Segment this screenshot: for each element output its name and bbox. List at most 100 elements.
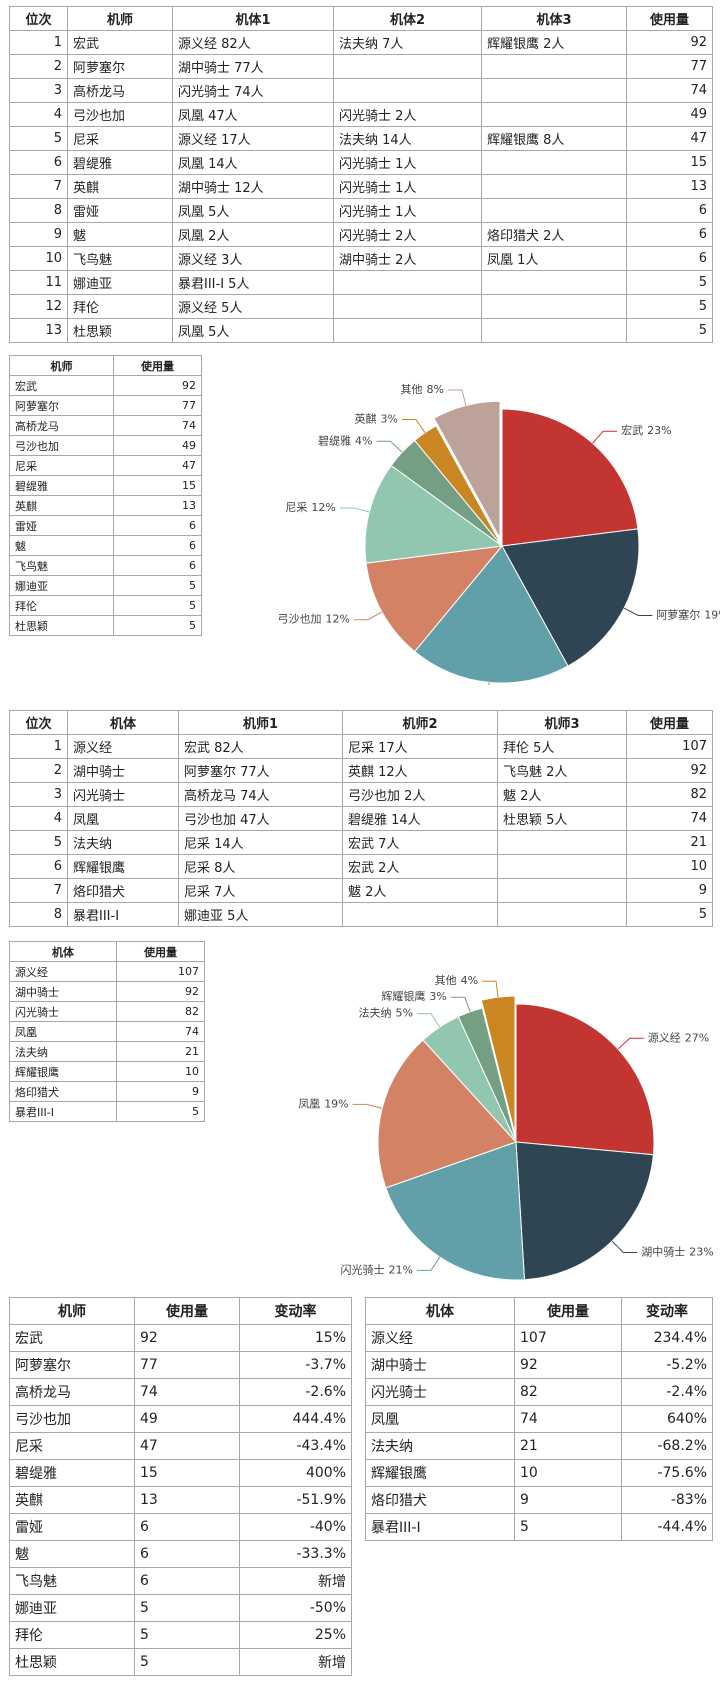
slice-value: 3%	[429, 990, 446, 1003]
table-cell: 辉耀银鹰 8人	[481, 126, 627, 151]
table-cell: 杜思颖	[67, 318, 173, 343]
table-cell: 1	[9, 734, 68, 759]
table-cell: 5	[134, 1621, 240, 1649]
table-cell: 暴君III-I	[9, 1101, 117, 1122]
table-row: 4 弓沙也加 凤凰 47人 闪光骑士 2人 49	[9, 102, 713, 127]
table-cell: 闪光骑士	[67, 782, 179, 807]
table-cell: -2.4%	[621, 1378, 713, 1406]
table-cell	[333, 318, 482, 343]
pie-slice	[501, 528, 640, 667]
table-row: 12 拜伦 源义经 5人 5	[9, 294, 713, 319]
table-cell: 暴君III-I	[365, 1513, 515, 1541]
table-cell: 法夫纳	[365, 1432, 515, 1460]
label-line	[339, 507, 370, 513]
table-cell: 9	[9, 222, 68, 247]
table-cell: 烙印猎犬 2人	[481, 222, 627, 247]
table-cell	[497, 830, 627, 855]
label-line	[353, 611, 383, 621]
table-cell: 烙印猎犬	[365, 1486, 515, 1514]
label-line	[592, 430, 618, 444]
table-cell: 暴君III-I	[67, 902, 179, 927]
slice-name: 宏武	[621, 423, 643, 437]
table-cell: 13	[626, 174, 713, 199]
label-line	[450, 996, 471, 1013]
table-cell: 闪光骑士 2人	[333, 102, 482, 127]
table-cell	[333, 54, 482, 79]
table-cell: 5	[626, 294, 713, 319]
table-row: 宏武 92 15%	[9, 1324, 352, 1352]
table-row: 杜思颖 5 新增	[9, 1648, 352, 1676]
table-cell: 49	[626, 102, 713, 127]
table-row: 8 雷娅 凤凰 5人 闪光骑士 1人 6	[9, 198, 713, 223]
table-cell: 雷娅	[9, 515, 114, 536]
slice-label: 闪光骑士 21%	[340, 1262, 412, 1276]
table-cell: 92	[514, 1351, 622, 1379]
table-cell: 湖中骑士 12人	[172, 174, 334, 199]
table-cell: 9	[116, 1081, 205, 1102]
table-row: 英麒 13	[9, 495, 202, 516]
table-cell: 飞鸟魅	[67, 246, 173, 271]
table-cell: 6	[134, 1540, 240, 1568]
table-cell: 弓沙也加	[67, 102, 173, 127]
slice-name: 闪光骑士	[340, 1262, 384, 1276]
table-cell: 13	[113, 495, 202, 516]
table-cell	[481, 270, 627, 295]
table-cell: 6	[134, 1513, 240, 1541]
table-cell: 源义经 17人	[172, 126, 334, 151]
table-cell: 107	[514, 1324, 622, 1352]
table-cell: 魃	[9, 535, 114, 556]
table-cell: 13	[9, 318, 68, 343]
slice-label: 宏武 23%	[621, 423, 671, 437]
label-line	[416, 1256, 441, 1271]
table-row: 碧缇雅 15 400%	[9, 1459, 352, 1487]
slice-name: 英麒	[355, 411, 377, 425]
table-row: 暴君III-I 5	[9, 1101, 205, 1122]
header-cell: 机体2	[333, 6, 482, 31]
table-cell: -50%	[239, 1594, 352, 1622]
table-cell: 4	[9, 102, 68, 127]
table-row: 高桥龙马 74	[9, 415, 202, 436]
table-cell: 飞鸟魅 2人	[497, 758, 627, 783]
table-cell: 凤凰	[9, 1021, 117, 1042]
table-cell	[342, 902, 498, 927]
table-cell: 高桥龙马	[67, 78, 173, 103]
pie-slice	[480, 995, 516, 1135]
table-row: 尼采 47	[9, 455, 202, 476]
slice-label: 阿萝塞尔 19%	[656, 607, 720, 621]
header-cell: 变动率	[239, 1297, 352, 1325]
slice-label: 碧缇雅 4%	[318, 433, 372, 447]
table-cell: 英麒	[9, 495, 114, 516]
table-cell: 新增	[239, 1567, 352, 1595]
pie-chart: 宏武23%阿萝塞尔19%其他8%英麒3%碧缇雅4%尼采12%弓沙也加12%高桥龙…	[277, 383, 720, 685]
table-row: 源义经 107 234.4%	[365, 1324, 713, 1352]
header-row: 机体 使用量 变动率	[365, 1297, 713, 1325]
label-line	[402, 418, 426, 433]
header-cell: 机体	[67, 710, 179, 735]
table-cell: 7	[9, 174, 68, 199]
header-cell: 机体	[365, 1297, 515, 1325]
table-cell: -75.6%	[621, 1459, 713, 1487]
table-cell: 凤凰 5人	[172, 198, 334, 223]
table-cell: 15	[626, 150, 713, 175]
slice-label: 法夫纳 5%	[358, 1006, 412, 1020]
table-cell: 25%	[239, 1621, 352, 1649]
table-cell: 高桥龙马 74人	[178, 782, 343, 807]
slice-value: 21%	[388, 1263, 412, 1276]
header-cell: 机师	[9, 1297, 135, 1325]
table-cell	[497, 854, 627, 879]
slice-value: 19%	[324, 1097, 348, 1110]
table-cell: 凤凰 14人	[172, 150, 334, 175]
table-cell	[497, 902, 627, 927]
table-row: 5 尼采 源义经 17人 法夫纳 14人 辉耀银鹰 8人 47	[9, 126, 713, 151]
table-cell: 5	[626, 270, 713, 295]
table-cell: 魃 2人	[497, 782, 627, 807]
slice-name: 阿萝塞尔	[656, 607, 700, 621]
table-cell: 77	[113, 395, 202, 416]
table-cell: -68.2%	[621, 1432, 713, 1460]
table-cell: 5	[116, 1101, 205, 1122]
table-row: 娜迪亚 5 -50%	[9, 1594, 352, 1622]
table-cell: 6	[134, 1567, 240, 1595]
table-cell: 82	[514, 1378, 622, 1406]
slice-label: 尼采 12%	[285, 501, 335, 514]
pie-slice	[413, 425, 503, 547]
